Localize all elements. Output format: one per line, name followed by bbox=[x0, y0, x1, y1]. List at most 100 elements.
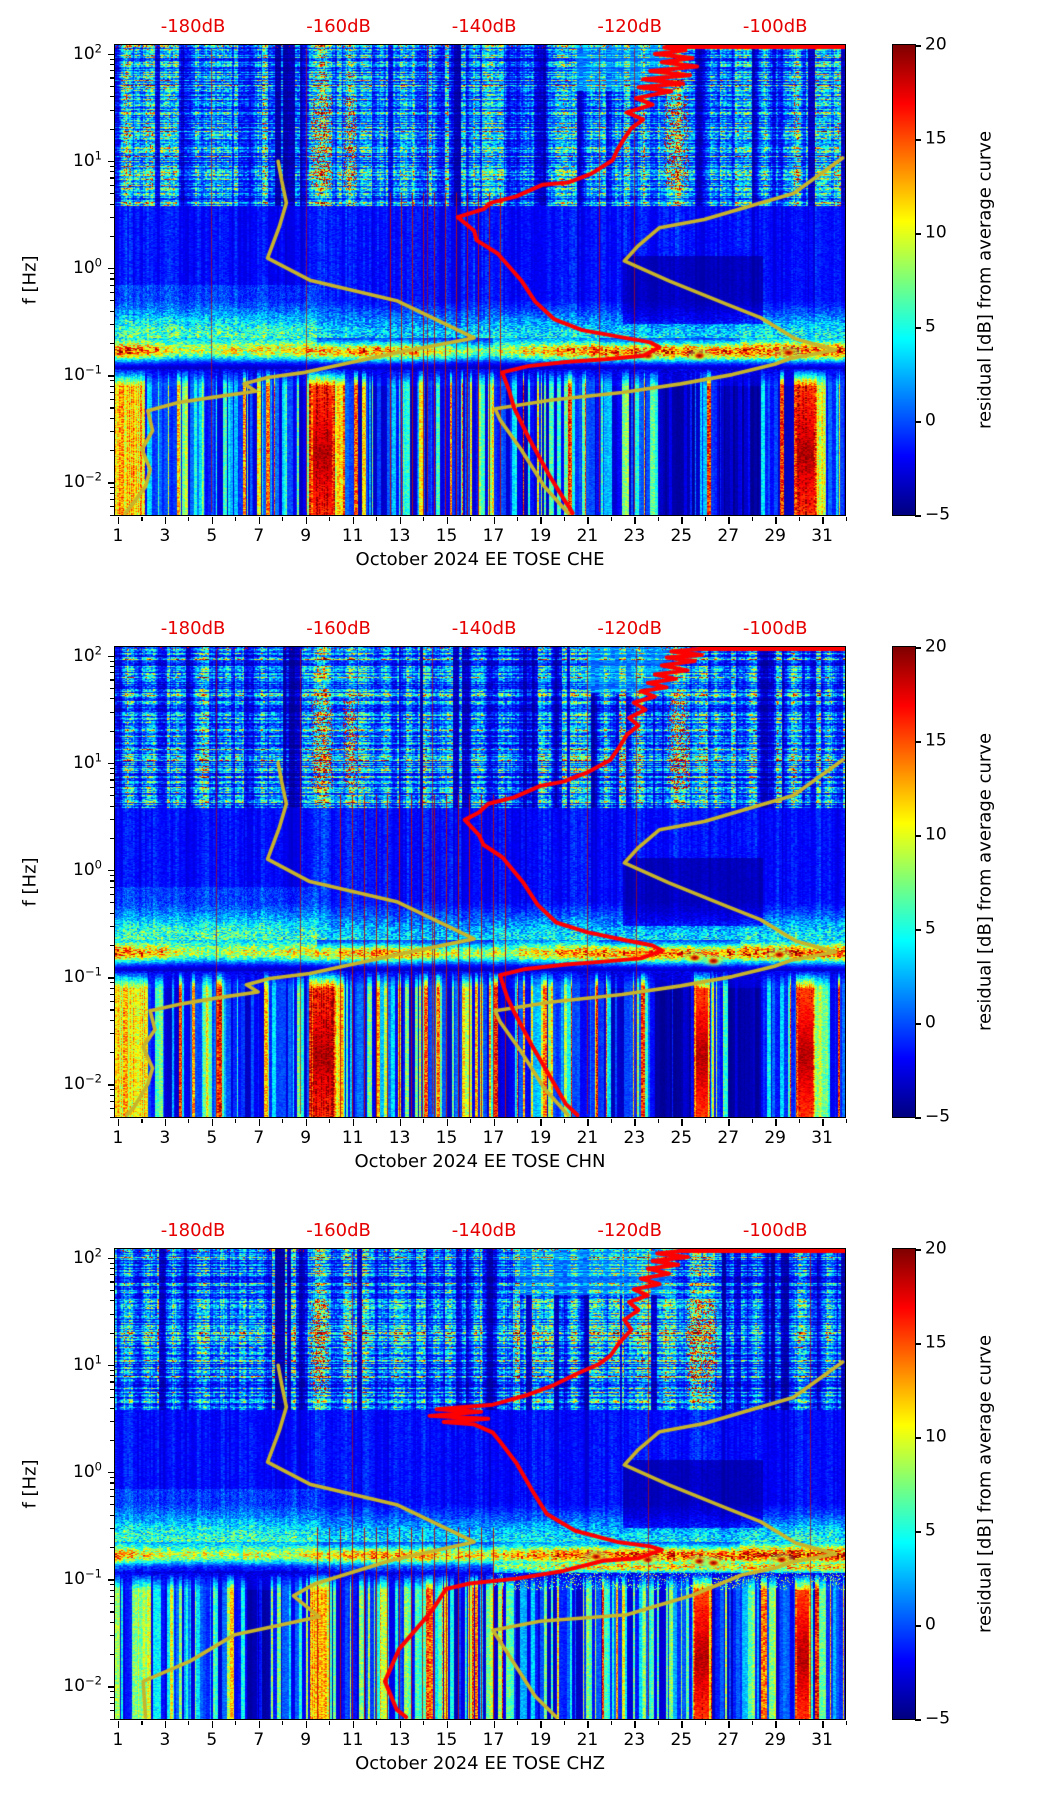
x-major-tick bbox=[681, 1721, 683, 1728]
x-major-tick bbox=[728, 1119, 730, 1126]
x-tick-label: 5 bbox=[206, 526, 218, 546]
colorbar-tick bbox=[915, 1023, 921, 1025]
x-minor-tick bbox=[798, 1119, 800, 1123]
y-major-tick bbox=[108, 482, 115, 484]
y-minor-tick bbox=[110, 818, 114, 820]
spectrogram-canvas bbox=[115, 1249, 845, 1719]
y-minor-tick bbox=[110, 109, 114, 111]
colorbar-tick bbox=[915, 1117, 921, 1119]
x-tick-label: 17 bbox=[482, 1730, 505, 1750]
colorbar-tick-label: 0 bbox=[925, 1614, 936, 1635]
x-major-tick bbox=[540, 1119, 542, 1126]
x-major-tick bbox=[305, 517, 308, 524]
y-minor-tick bbox=[110, 70, 114, 72]
y-minor-tick bbox=[110, 128, 114, 130]
y-minor-tick bbox=[110, 385, 114, 387]
colorbar-tick bbox=[915, 835, 921, 837]
y-minor-tick bbox=[110, 1094, 114, 1096]
y-minor-tick bbox=[110, 773, 114, 775]
x-tick-label: 25 bbox=[670, 526, 693, 546]
colorbar-tick bbox=[915, 233, 921, 235]
colorbar-tick bbox=[915, 515, 921, 517]
x-major-tick bbox=[117, 1119, 120, 1126]
x-tick-label: 1 bbox=[112, 1730, 124, 1750]
x-major-tick bbox=[446, 517, 448, 524]
y-minor-tick bbox=[110, 660, 114, 662]
y-minor-tick bbox=[110, 278, 114, 280]
x-minor-tick bbox=[563, 517, 566, 521]
x-minor-tick bbox=[235, 1119, 237, 1123]
y-major-tick bbox=[108, 53, 115, 56]
x-major-tick bbox=[540, 517, 542, 524]
x-tick-label: 9 bbox=[300, 1128, 312, 1148]
y-minor-tick bbox=[110, 1009, 114, 1011]
x-major-tick bbox=[587, 517, 589, 524]
x-tick-label: 21 bbox=[576, 1730, 599, 1750]
x-major-tick bbox=[728, 517, 730, 524]
y-tick-label: 102 bbox=[73, 1245, 102, 1268]
top-db-label: -180dB bbox=[160, 1220, 226, 1241]
y-minor-tick bbox=[110, 64, 114, 66]
x-minor-tick bbox=[282, 517, 284, 521]
y-minor-tick bbox=[110, 165, 114, 167]
top-db-label: -120dB bbox=[597, 1220, 662, 1241]
colorbar-tick-label: 15 bbox=[925, 1332, 947, 1353]
colorbar-label: residual [dB] from average curve bbox=[974, 1334, 996, 1634]
plot-area bbox=[114, 1248, 846, 1720]
y-minor-tick bbox=[110, 1495, 114, 1497]
colorbar-tick-label: 0 bbox=[925, 410, 936, 431]
colorbar-gradient bbox=[893, 647, 915, 1117]
x-tick-label: 25 bbox=[670, 1128, 693, 1148]
colorbar-label: residual [dB] from average curve bbox=[974, 732, 996, 1032]
top-db-label: -140dB bbox=[451, 16, 517, 37]
y-minor-tick bbox=[110, 380, 114, 382]
y-minor-tick bbox=[110, 272, 114, 275]
x-minor-tick bbox=[704, 517, 706, 521]
x-tick-label: 21 bbox=[576, 526, 599, 546]
x-tick-label: 17 bbox=[482, 1128, 505, 1148]
y-minor-tick bbox=[110, 886, 114, 888]
x-minor-tick bbox=[704, 1119, 706, 1123]
colorbar-tick bbox=[915, 1719, 921, 1721]
colorbar-tick-label: 0 bbox=[925, 1012, 936, 1033]
y-minor-tick bbox=[110, 96, 114, 98]
colorbar-tick bbox=[915, 1343, 921, 1345]
y-minor-tick bbox=[110, 77, 114, 79]
y-major-tick bbox=[108, 1084, 115, 1086]
x-tick-label: 11 bbox=[341, 1730, 364, 1750]
y-tick-label: 100 bbox=[73, 255, 102, 278]
y-minor-tick bbox=[110, 235, 114, 237]
x-tick-label: 9 bbox=[300, 526, 312, 546]
x-major-tick bbox=[352, 1721, 355, 1728]
y-minor-tick bbox=[110, 85, 114, 88]
colorbar-tick bbox=[915, 421, 921, 423]
y-minor-tick bbox=[110, 193, 114, 195]
x-major-tick bbox=[775, 1119, 777, 1126]
top-db-label: -180dB bbox=[160, 16, 226, 37]
colorbar-tick bbox=[915, 929, 921, 931]
x-minor-tick bbox=[751, 1119, 753, 1123]
x-tick-label: 29 bbox=[764, 1730, 786, 1750]
x-minor-tick bbox=[751, 517, 753, 521]
top-db-label: -120dB bbox=[597, 16, 662, 37]
y-minor-tick bbox=[110, 1621, 114, 1623]
x-tick-label: 15 bbox=[435, 1730, 458, 1750]
x-axis-label: October 2024 EE TOSE CHN bbox=[354, 1151, 606, 1172]
y-minor-tick bbox=[110, 779, 114, 781]
x-minor-tick bbox=[704, 1721, 706, 1725]
x-minor-tick bbox=[657, 1721, 659, 1725]
y-minor-tick bbox=[110, 902, 114, 904]
y-tick-label: 101 bbox=[73, 1352, 102, 1375]
x-minor-tick bbox=[188, 1721, 190, 1725]
y-minor-tick bbox=[110, 1654, 114, 1656]
y-minor-tick bbox=[110, 487, 114, 489]
y-minor-tick bbox=[110, 514, 114, 516]
y-major-tick bbox=[108, 655, 115, 658]
colorbar-tick-label: 5 bbox=[925, 1520, 936, 1541]
y-tick-label: 10−2 bbox=[63, 469, 102, 493]
x-minor-tick bbox=[657, 517, 659, 521]
x-minor-tick bbox=[141, 1119, 143, 1123]
x-tick-label: 23 bbox=[623, 1730, 646, 1750]
y-minor-tick bbox=[110, 767, 114, 769]
x-tick-label: 9 bbox=[300, 1730, 312, 1750]
